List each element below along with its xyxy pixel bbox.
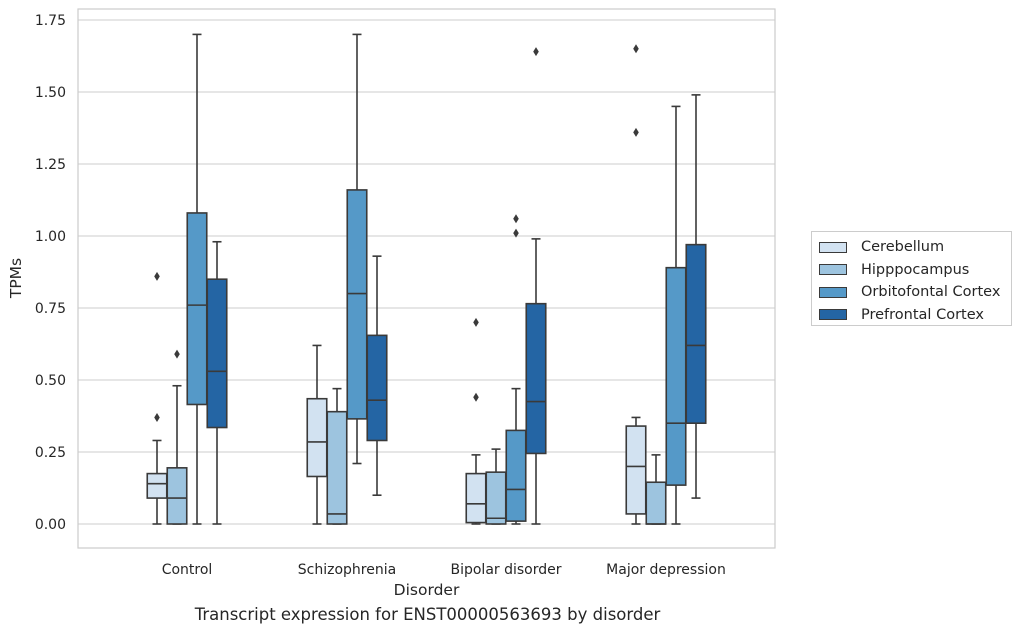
legend-swatch [819, 309, 847, 321]
box [186, 212, 208, 406]
outlier-point [633, 127, 639, 137]
y-tick-label: 0.50 [35, 373, 66, 389]
box-orbitofontal-cortex-control [186, 33, 208, 525]
box [465, 472, 487, 524]
y-tick-label: 0.75 [35, 301, 66, 317]
box-hipppocampus-major-depression [645, 454, 667, 525]
outlier-point [513, 214, 519, 224]
box [166, 467, 188, 525]
box [346, 189, 368, 420]
y-tick-label: 1.50 [35, 85, 66, 101]
legend-item: Orbitofontal Cortex [819, 281, 1011, 304]
box [525, 302, 547, 455]
box-prefrontal-cortex-major-depression [685, 94, 707, 499]
box [625, 425, 647, 515]
box-cerebellum-bipolar-disorder [465, 317, 487, 525]
x-tick-label: Schizophrenia [298, 562, 396, 578]
x-tick-labels: Control Schizophrenia Bipolar disorder Majo… [162, 562, 726, 578]
box-cerebellum-major-depression [625, 44, 647, 525]
y-tick-labels: 0.00 0.25 0.50 0.75 1.00 1.25 1.50 1.75 [35, 13, 66, 533]
box-hipppocampus-schizophrenia [326, 387, 348, 525]
box [685, 243, 707, 424]
box-orbitofontal-cortex-bipolar-disorder [505, 214, 527, 525]
box-orbitofontal-cortex-schizophrenia [346, 33, 368, 465]
y-axis-title: TPMs [7, 258, 25, 299]
x-axis-title: Disorder [394, 581, 460, 599]
x-tick-label: Control [162, 562, 213, 578]
y-tick-label: 1.25 [35, 157, 66, 173]
legend-item: Prefrontal Cortex [819, 304, 1011, 327]
y-tick-label: 1.00 [35, 229, 66, 245]
outlier-point [633, 44, 639, 54]
box [665, 266, 687, 486]
box-prefrontal-cortex-bipolar-disorder [525, 47, 547, 525]
legend-label: Prefrontal Cortex [861, 306, 984, 323]
y-tick-label: 1.75 [35, 13, 66, 29]
box-cerebellum-control [146, 271, 168, 525]
legend-label: Cerebellum [861, 239, 945, 256]
box [306, 397, 328, 478]
box-prefrontal-cortex-schizophrenia [366, 255, 388, 497]
box [146, 472, 168, 499]
box-hipppocampus-control [166, 349, 188, 525]
legend-item: Hipppocampus [819, 259, 1011, 282]
legend-swatch [819, 264, 847, 276]
outlier-point [473, 392, 479, 402]
box [505, 429, 527, 522]
outlier-point [154, 412, 160, 422]
box [366, 334, 388, 442]
box [206, 278, 228, 429]
outlier-point [154, 271, 160, 281]
legend: Cerebellum Hipppocampus Orbitofontal Corte… [811, 231, 1012, 326]
legend-swatch [819, 286, 847, 298]
y-tick-label: 0.25 [35, 445, 66, 461]
x-tick-label: Bipolar disorder [450, 562, 561, 578]
chart-title: Transcript expression for ENST0000056369… [194, 605, 661, 624]
outlier-point [473, 317, 479, 327]
legend-swatch [819, 241, 847, 253]
legend-label: Orbitofontal Cortex [861, 284, 1001, 301]
legend-label: Hipppocampus [861, 261, 970, 278]
outlier-point [533, 47, 539, 57]
boxes [146, 33, 707, 525]
box-cerebellum-schizophrenia [306, 344, 328, 525]
y-tick-label: 0.00 [35, 517, 66, 533]
legend-item: Cerebellum [819, 236, 1011, 259]
outlier-point [513, 228, 519, 238]
outlier-point [174, 349, 180, 359]
box [645, 481, 667, 525]
box [485, 471, 507, 525]
x-tick-label: Major depression [606, 562, 726, 578]
box [326, 410, 348, 525]
box-prefrontal-cortex-control [206, 240, 228, 525]
